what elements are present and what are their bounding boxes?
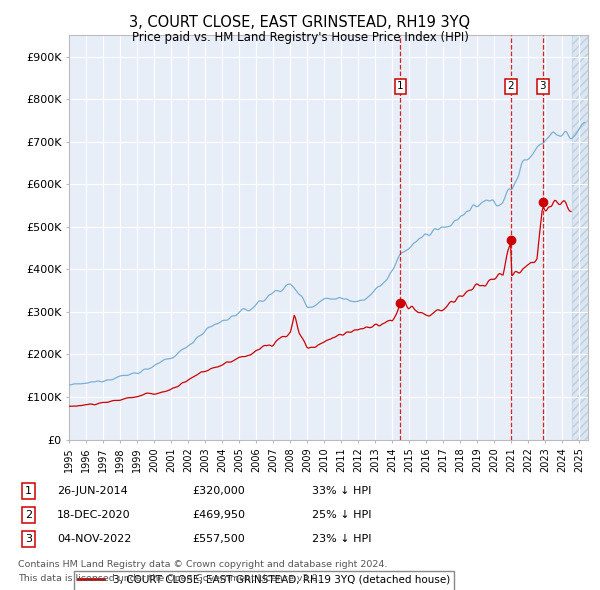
Text: 3, COURT CLOSE, EAST GRINSTEAD, RH19 3YQ: 3, COURT CLOSE, EAST GRINSTEAD, RH19 3YQ <box>130 15 470 30</box>
Text: 18-DEC-2020: 18-DEC-2020 <box>57 510 131 520</box>
Bar <box>572 31 589 440</box>
Text: £320,000: £320,000 <box>192 486 245 496</box>
Text: £469,950: £469,950 <box>192 510 245 520</box>
Text: Price paid vs. HM Land Registry's House Price Index (HPI): Price paid vs. HM Land Registry's House … <box>131 31 469 44</box>
Legend: 3, COURT CLOSE, EAST GRINSTEAD, RH19 3YQ (detached house), HPI: Average price, d: 3, COURT CLOSE, EAST GRINSTEAD, RH19 3YQ… <box>74 571 454 590</box>
Text: 26-JUN-2014: 26-JUN-2014 <box>57 486 128 496</box>
Text: 33% ↓ HPI: 33% ↓ HPI <box>312 486 371 496</box>
Text: £557,500: £557,500 <box>192 535 245 544</box>
Text: 3: 3 <box>539 81 546 91</box>
Text: 23% ↓ HPI: 23% ↓ HPI <box>312 535 371 544</box>
Text: This data is licensed under the Open Government Licence v3.0.: This data is licensed under the Open Gov… <box>18 574 320 583</box>
Text: 1: 1 <box>25 486 32 496</box>
Text: 3: 3 <box>25 535 32 544</box>
Text: 2: 2 <box>25 510 32 520</box>
Text: 1: 1 <box>397 81 404 91</box>
Text: 25% ↓ HPI: 25% ↓ HPI <box>312 510 371 520</box>
Text: Contains HM Land Registry data © Crown copyright and database right 2024.: Contains HM Land Registry data © Crown c… <box>18 560 388 569</box>
Text: 04-NOV-2022: 04-NOV-2022 <box>57 535 131 544</box>
Text: 2: 2 <box>508 81 514 91</box>
